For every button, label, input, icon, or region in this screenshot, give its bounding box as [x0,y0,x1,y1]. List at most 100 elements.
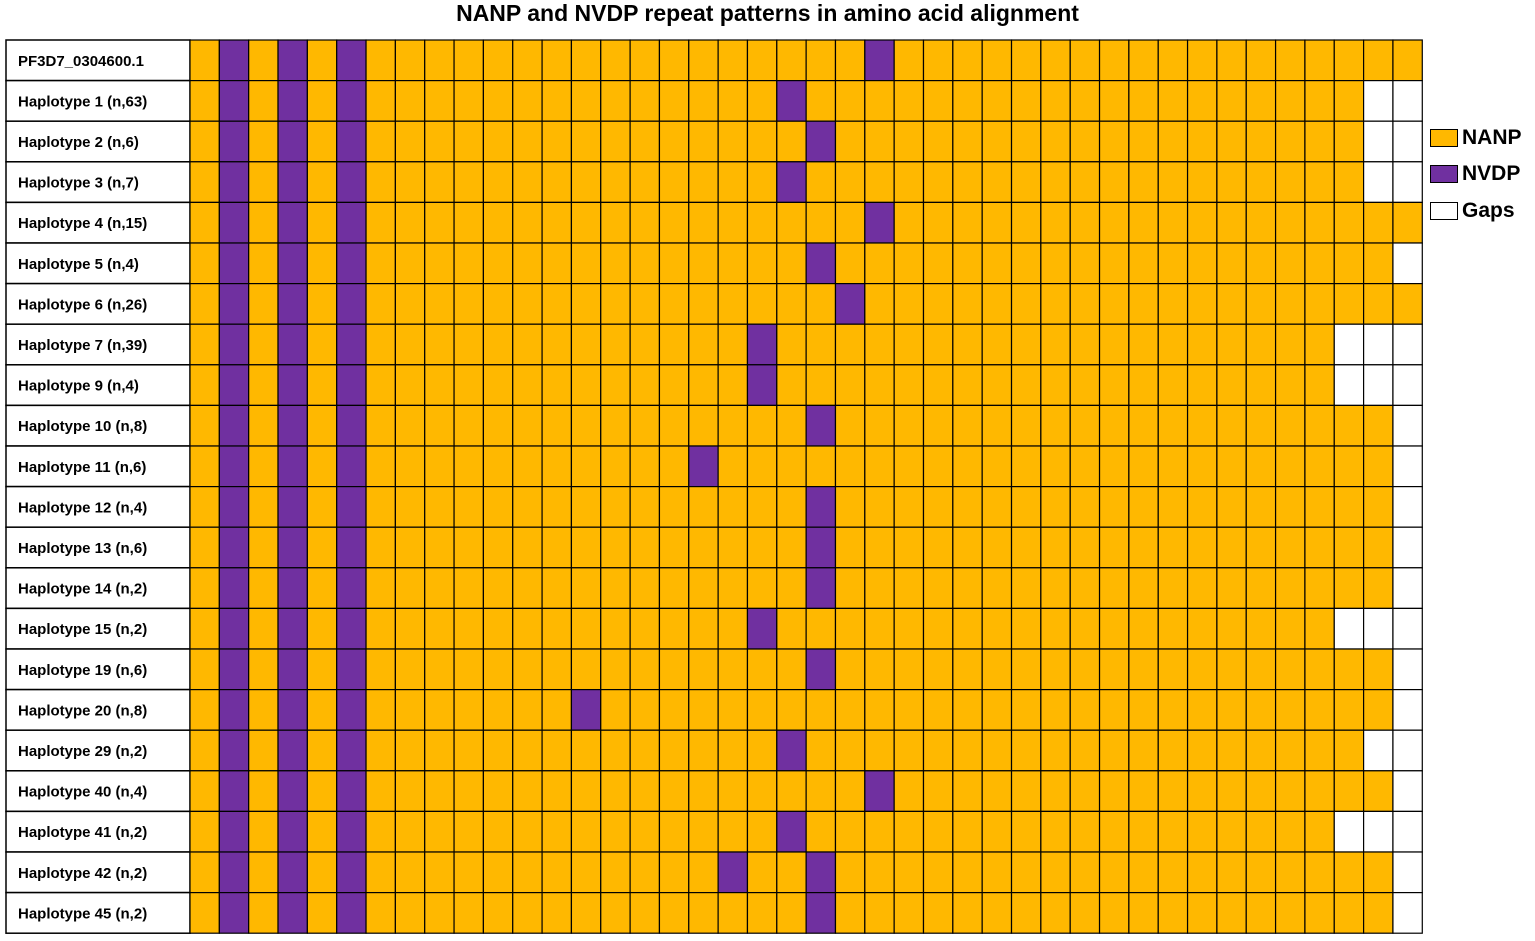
cell-nanp [805,364,837,406]
cell-nanp [453,607,484,650]
cell-gap [1362,364,1394,406]
cell-nanp [1245,404,1277,447]
cell-nanp [1069,526,1101,569]
cell-nanp [394,39,426,82]
cell-nvdp [277,891,308,934]
cell-nanp [512,526,543,569]
cell-nanp [1245,445,1277,488]
cell-nanp [512,607,543,650]
cell-nanp [512,242,543,285]
cell-nanp [1186,851,1218,894]
cell-nanp [952,79,983,122]
cell-nanp [746,729,778,772]
cell-nanp [600,770,631,812]
cell-gap [1392,851,1423,894]
cell-nanp [658,729,690,772]
cell-nanp [922,120,954,163]
cell-nanp [952,648,983,691]
cell-nanp [981,567,1013,609]
cell-nanp [952,607,983,650]
cell-nanp [1069,648,1101,691]
cell-nanp [1040,607,1071,650]
cell-gap [1392,526,1423,569]
cell-nanp [952,120,983,163]
cell-nanp [1010,445,1042,488]
cell-nanp [805,283,837,325]
cell-nanp [1128,486,1159,528]
cell-nanp [1304,404,1335,447]
cell-nanp [1010,567,1042,609]
cell-nanp [1098,445,1130,488]
cell-nvdp [277,567,308,609]
cell-nanp [1128,648,1159,691]
cell-nvdp [277,729,308,772]
cell-nanp [541,891,573,934]
cell-nanp [453,364,484,406]
legend-item-gaps: Gaps [1430,199,1515,223]
cell-nanp [1098,283,1130,325]
cell-nvdp [218,526,250,569]
cell-nanp [893,486,925,528]
cell-nvdp [805,648,837,691]
cell-nanp [600,323,631,366]
cell-nanp [658,810,690,853]
cell-nanp [541,79,573,122]
cell-nanp [541,201,573,244]
cell-nvdp [277,688,308,731]
cell-gap [1333,607,1365,650]
cell-nanp [424,648,455,691]
cell-nanp [512,648,543,691]
cell-nanp [717,201,749,244]
cell-nvdp [746,364,778,406]
cell-nanp [864,688,895,731]
cell-nvdp [336,242,367,285]
cell-nanp [600,607,631,650]
cell-nanp [541,120,573,163]
cell-nanp [1157,364,1189,406]
cell-nanp [1040,404,1071,447]
cell-nanp [1216,810,1247,853]
cell-nanp [1216,770,1247,812]
cell-nanp [1304,323,1335,366]
row-label: Haplotype 7 (n,39) [18,337,147,354]
cell-nanp [248,445,279,488]
cell-nanp [1186,810,1218,853]
cell-nanp [1362,526,1394,569]
cell-nanp [952,364,983,406]
row-label-cell [5,851,191,894]
cell-nanp [1010,891,1042,934]
cell-nanp [746,851,778,894]
cell-nvdp [336,486,367,528]
cell-nanp [981,851,1013,894]
cell-nanp [306,607,338,650]
cell-nanp [600,648,631,691]
cell-nanp [1216,79,1247,122]
cell-nanp [893,201,925,244]
cell-nanp [1069,120,1101,163]
row-label-cell [5,688,191,731]
cell-nanp [776,891,807,934]
row-label-cell [5,364,191,407]
cell-nanp [306,404,338,447]
chart-title: NANP and NVDP repeat patterns in amino a… [456,0,1079,26]
cell-nanp [482,120,514,163]
cell-nanp [717,526,749,569]
cell-nanp [688,242,719,285]
cell-nvdp [218,201,250,244]
cell-nanp [981,607,1013,650]
cell-nanp [189,161,220,204]
cell-nanp [981,445,1013,488]
cell-nanp [1098,851,1130,894]
cell-nanp [453,201,484,244]
cell-nanp [1333,404,1365,447]
cell-nanp [893,810,925,853]
cell-nanp [306,39,338,82]
cell-nanp [424,79,455,122]
cell-nanp [306,201,338,244]
cell-nanp [1128,201,1159,244]
cell-nanp [482,201,514,244]
cell-nvdp [218,770,250,812]
cell-nanp [1274,445,1306,488]
cell-nanp [248,161,279,204]
cell-nanp [394,242,426,285]
